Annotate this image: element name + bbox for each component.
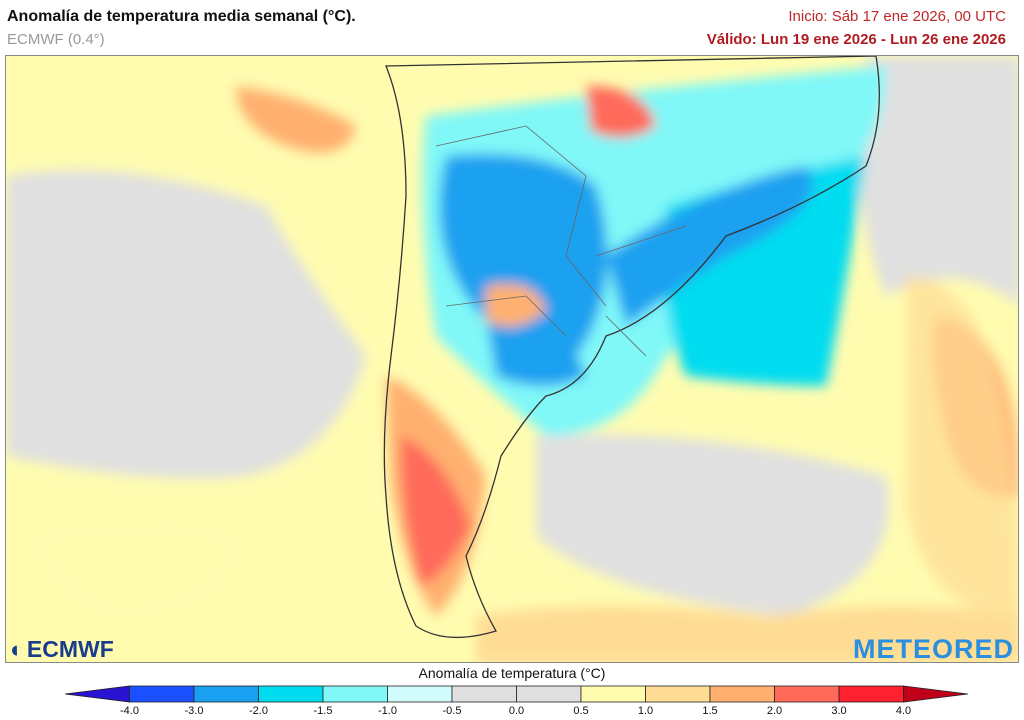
legend-swatch: [903, 685, 968, 703]
legend-swatch: [65, 685, 130, 703]
legend-tick: -1.0: [378, 705, 397, 717]
init-time: Inicio: Sáb 17 ene 2026, 00 UTC: [788, 8, 1006, 25]
valid-period: Válido: Lun 19 ene 2026 - Lun 26 ene 202…: [706, 31, 1006, 48]
legend-tick: -1.5: [313, 705, 333, 717]
map-svg: [6, 56, 1018, 662]
ecmwf-logo: ◐ ECMWF: [10, 636, 114, 662]
legend-tick: 1.5: [702, 705, 718, 717]
legend-swatch: [451, 685, 517, 703]
legend-swatch: [322, 685, 388, 703]
legend-tick: -0.5: [442, 705, 462, 717]
legend-tick: 1.0: [637, 705, 654, 717]
legend-tick: 0.5: [573, 705, 589, 717]
legend-tick: 4.0: [895, 705, 912, 717]
legend-tick: -4.0: [120, 705, 139, 717]
anomaly-field: [6, 56, 1018, 662]
map-title: Anomalía de temperatura media semanal (°…: [7, 8, 356, 25]
legend-ticks: -4.0 -3.0 -2.0 -1.5 -1.0 -0.5 0.0 0.5 1.0 1.5 2.0 3…: [0, 705, 1024, 719]
legend-swatch: [838, 685, 904, 703]
land-outline: [383, 56, 880, 639]
legend-swatch: [709, 685, 775, 703]
legend-swatch: [774, 685, 840, 703]
legend-tick: 3.0: [831, 705, 847, 717]
legend-tick: 0.0: [508, 705, 525, 717]
legend-tick: -3.0: [184, 705, 204, 717]
legend-swatch: [387, 685, 453, 703]
legend-swatch: [580, 685, 646, 703]
legend-tick: 2.0: [766, 705, 783, 717]
legend-title: Anomalía de temperatura (°C): [418, 665, 606, 681]
legend-swatch: [129, 685, 195, 703]
legend-swatch: [193, 685, 259, 703]
color-legend: [65, 685, 968, 703]
model-label: ECMWF (0.4°): [7, 31, 105, 48]
legend-swatch: [258, 685, 324, 703]
anomaly-map: [5, 55, 1019, 663]
legend-tick: -2.0: [249, 705, 268, 717]
country-borders: [435, 125, 687, 357]
meteored-logo: METEORED: [852, 634, 1014, 664]
ecmwf-logo-mark-icon: ◐: [10, 636, 24, 662]
legend-swatch: [645, 685, 711, 703]
legend-swatch: [516, 685, 582, 703]
